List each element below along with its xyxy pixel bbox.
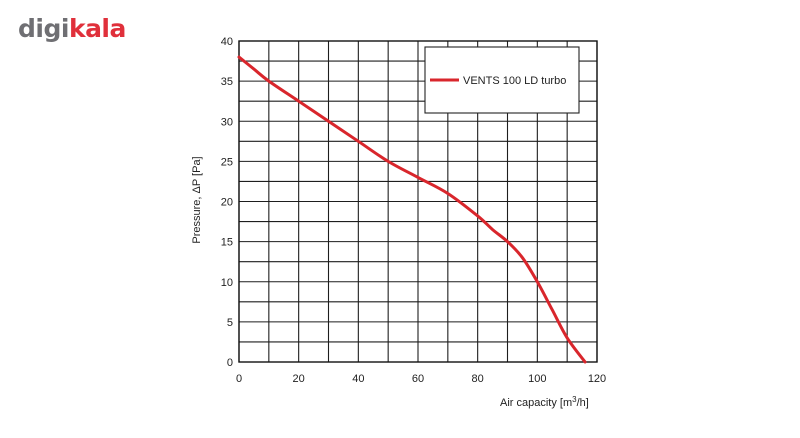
y-tick-label: 5 — [227, 317, 233, 329]
y-tick-label: 20 — [221, 197, 233, 209]
x-tick-label: 20 — [293, 373, 305, 385]
chart-ticks: 0 20 40 60 80 100 120 0 5 10 15 20 25 30 35 40 — [221, 36, 606, 385]
y-tick-label: 35 — [221, 76, 233, 88]
x-tick-label: 60 — [412, 373, 424, 385]
y-axis-label: Pressure, ΔP [Pa] — [191, 156, 203, 243]
plot-frame — [238, 40, 598, 363]
logo-part-digi: digi — [18, 14, 69, 43]
logo-part-kala: kala — [68, 14, 126, 43]
x-axis-label: Air capacity [m3/h] — [500, 395, 589, 409]
x-tick-label: 120 — [588, 373, 606, 385]
y-tick-label: 25 — [221, 156, 233, 168]
y-tick-label: 40 — [221, 36, 233, 48]
y-tick-label: 30 — [221, 116, 233, 128]
legend: VENTS 100 LD turbo — [424, 46, 580, 114]
x-tick-label: 100 — [528, 373, 546, 385]
chart-grid — [238, 40, 598, 363]
series-line — [237, 55, 587, 364]
y-tick-label: 0 — [227, 357, 233, 369]
digikala-logo: digikala — [18, 14, 126, 43]
y-tick-label: 15 — [221, 237, 233, 249]
y-tick-label: 10 — [221, 277, 233, 289]
chart-curves — [237, 55, 587, 364]
x-tick-label: 40 — [352, 373, 364, 385]
x-tick-label: 0 — [236, 373, 242, 385]
legend-entry-label: VENTS 100 LD turbo — [463, 75, 566, 87]
x-tick-label: 80 — [472, 373, 484, 385]
